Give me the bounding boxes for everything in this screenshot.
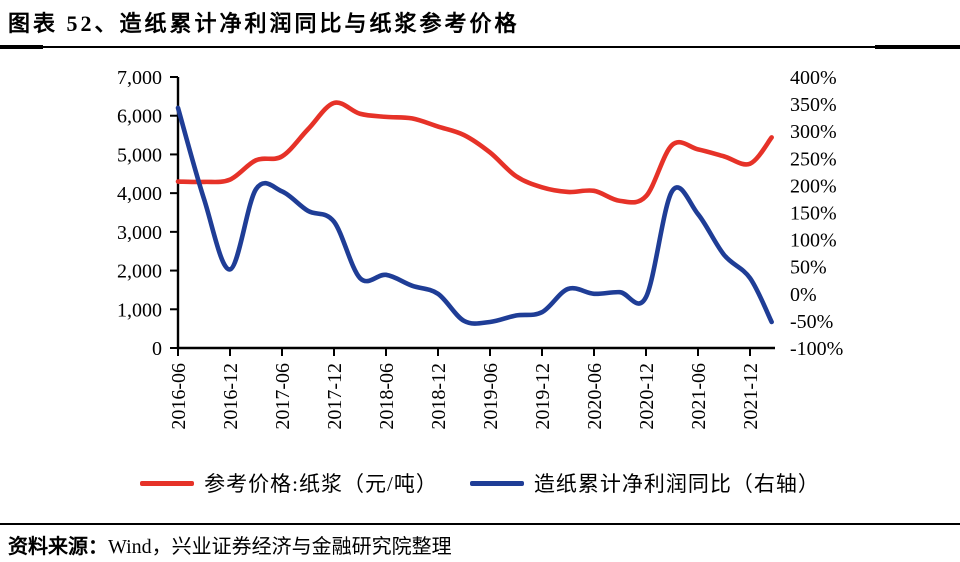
svg-text:3,000: 3,000 bbox=[117, 222, 162, 244]
svg-text:250%: 250% bbox=[790, 148, 837, 170]
source-text: Wind，兴业证券经济与金融研究院整理 bbox=[108, 536, 452, 558]
svg-text:150%: 150% bbox=[790, 203, 837, 225]
svg-text:2019-12: 2019-12 bbox=[532, 363, 554, 430]
figure-title: 图表 52、造纸累计净利润同比与纸浆参考价格 bbox=[8, 11, 520, 36]
svg-text:-100%: -100% bbox=[790, 338, 843, 360]
price-line-label: 参考价格:纸浆（元/吨） bbox=[204, 472, 438, 496]
profit-line-swatch bbox=[469, 480, 524, 486]
svg-text:0: 0 bbox=[152, 338, 162, 360]
chart-legend: 参考价格:纸浆（元/吨） 造纸累计净利润同比（右轴） bbox=[0, 468, 960, 498]
svg-text:-50%: -50% bbox=[790, 311, 833, 333]
svg-text:50%: 50% bbox=[790, 257, 827, 279]
svg-text:2017-12: 2017-12 bbox=[324, 363, 346, 430]
svg-text:7,000: 7,000 bbox=[117, 67, 162, 89]
svg-text:2019-06: 2019-06 bbox=[480, 363, 502, 430]
svg-text:100%: 100% bbox=[790, 230, 837, 252]
title-rule-thick-right bbox=[875, 45, 960, 49]
svg-text:2016-12: 2016-12 bbox=[220, 363, 242, 430]
svg-text:200%: 200% bbox=[790, 175, 837, 197]
svg-text:2021-12: 2021-12 bbox=[740, 363, 762, 430]
legend-item-profit: 造纸累计净利润同比（右轴） bbox=[469, 468, 820, 498]
source-divider bbox=[0, 523, 960, 525]
svg-text:2020-12: 2020-12 bbox=[636, 363, 658, 430]
svg-text:2017-06: 2017-06 bbox=[272, 363, 294, 430]
svg-text:2018-12: 2018-12 bbox=[428, 363, 450, 430]
svg-text:400%: 400% bbox=[790, 67, 837, 89]
svg-text:5,000: 5,000 bbox=[117, 144, 162, 166]
svg-text:2021-06: 2021-06 bbox=[688, 363, 710, 430]
svg-text:2018-06: 2018-06 bbox=[376, 363, 398, 430]
svg-text:2016-06: 2016-06 bbox=[168, 363, 190, 430]
svg-text:300%: 300% bbox=[790, 121, 837, 143]
svg-text:6,000: 6,000 bbox=[117, 106, 162, 128]
svg-text:2020-06: 2020-06 bbox=[584, 363, 606, 430]
legend-item-price: 参考价格:纸浆（元/吨） bbox=[140, 468, 438, 498]
title-rule-thin bbox=[0, 46, 960, 48]
svg-text:350%: 350% bbox=[790, 94, 837, 116]
title-rule bbox=[0, 45, 960, 49]
svg-text:2,000: 2,000 bbox=[117, 261, 162, 283]
source-note: 资料来源：Wind，兴业证券经济与金融研究院整理 bbox=[8, 530, 452, 559]
line-chart: 7,000 6,000 5,000 4,000 3,000 2,000 1,000 0 400%… bbox=[117, 67, 843, 430]
price-line-swatch bbox=[140, 480, 195, 486]
source-label: 资料来源： bbox=[8, 536, 108, 558]
svg-text:1,000: 1,000 bbox=[117, 299, 162, 321]
profit-line-label: 造纸累计净利润同比（右轴） bbox=[533, 472, 820, 496]
svg-text:4,000: 4,000 bbox=[117, 183, 162, 205]
svg-text:0%: 0% bbox=[790, 284, 817, 306]
